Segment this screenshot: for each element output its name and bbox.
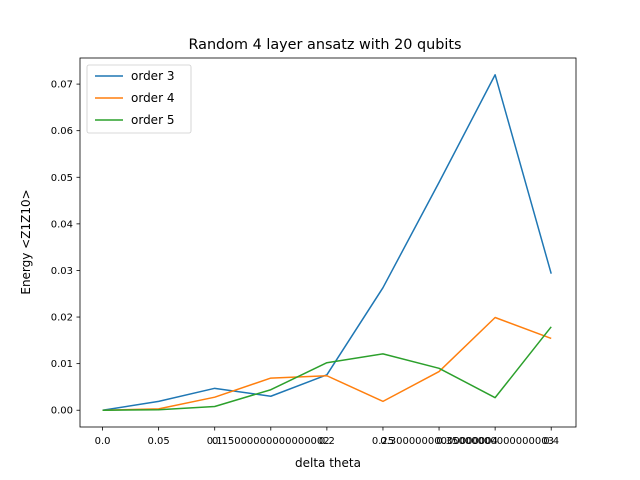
y-tick-label: 0.04 xyxy=(51,219,73,230)
chart-title: Random 4 layer ansatz with 20 qubits xyxy=(188,37,461,53)
y-tick-label: 0.07 xyxy=(51,80,73,91)
x-tick-label: 0.05 xyxy=(147,436,169,447)
y-axis-label: Energy <Z1Z10> xyxy=(19,189,33,294)
series-line-order-4 xyxy=(102,316,552,411)
y-tick-label: 0.05 xyxy=(51,173,73,184)
y-tick-label: 0.00 xyxy=(51,406,73,417)
x-tick-label: 0.4 xyxy=(543,436,559,447)
x-tick-label: 0.30000000000000004 xyxy=(380,436,498,447)
legend-label: order 5 xyxy=(131,113,174,127)
series-line-order-3 xyxy=(102,74,552,411)
legend-label: order 3 xyxy=(131,69,174,83)
axes-frame xyxy=(79,57,577,428)
x-tick-label: 0.0 xyxy=(95,436,111,447)
x-tick-label: 0.25 xyxy=(372,436,394,447)
y-tick-label: 0.06 xyxy=(51,126,73,137)
x-axis-label: delta theta xyxy=(295,456,361,470)
y-tick-label: 0.03 xyxy=(51,266,73,277)
series-line-order-5 xyxy=(102,326,552,411)
x-tick-label: 0.35000000000000003 xyxy=(436,436,554,447)
x-tick-label: 0.2 xyxy=(319,436,335,447)
x-tick-label: 0.1 xyxy=(207,436,223,447)
x-tick-label: 0.15000000000000002 xyxy=(212,436,330,447)
legend-label: order 4 xyxy=(131,91,174,105)
y-tick-label: 0.01 xyxy=(51,359,73,370)
legend-box xyxy=(86,64,192,134)
y-tick-label: 0.02 xyxy=(51,313,73,324)
legend: order 3 order 4 order 5 xyxy=(86,64,192,134)
